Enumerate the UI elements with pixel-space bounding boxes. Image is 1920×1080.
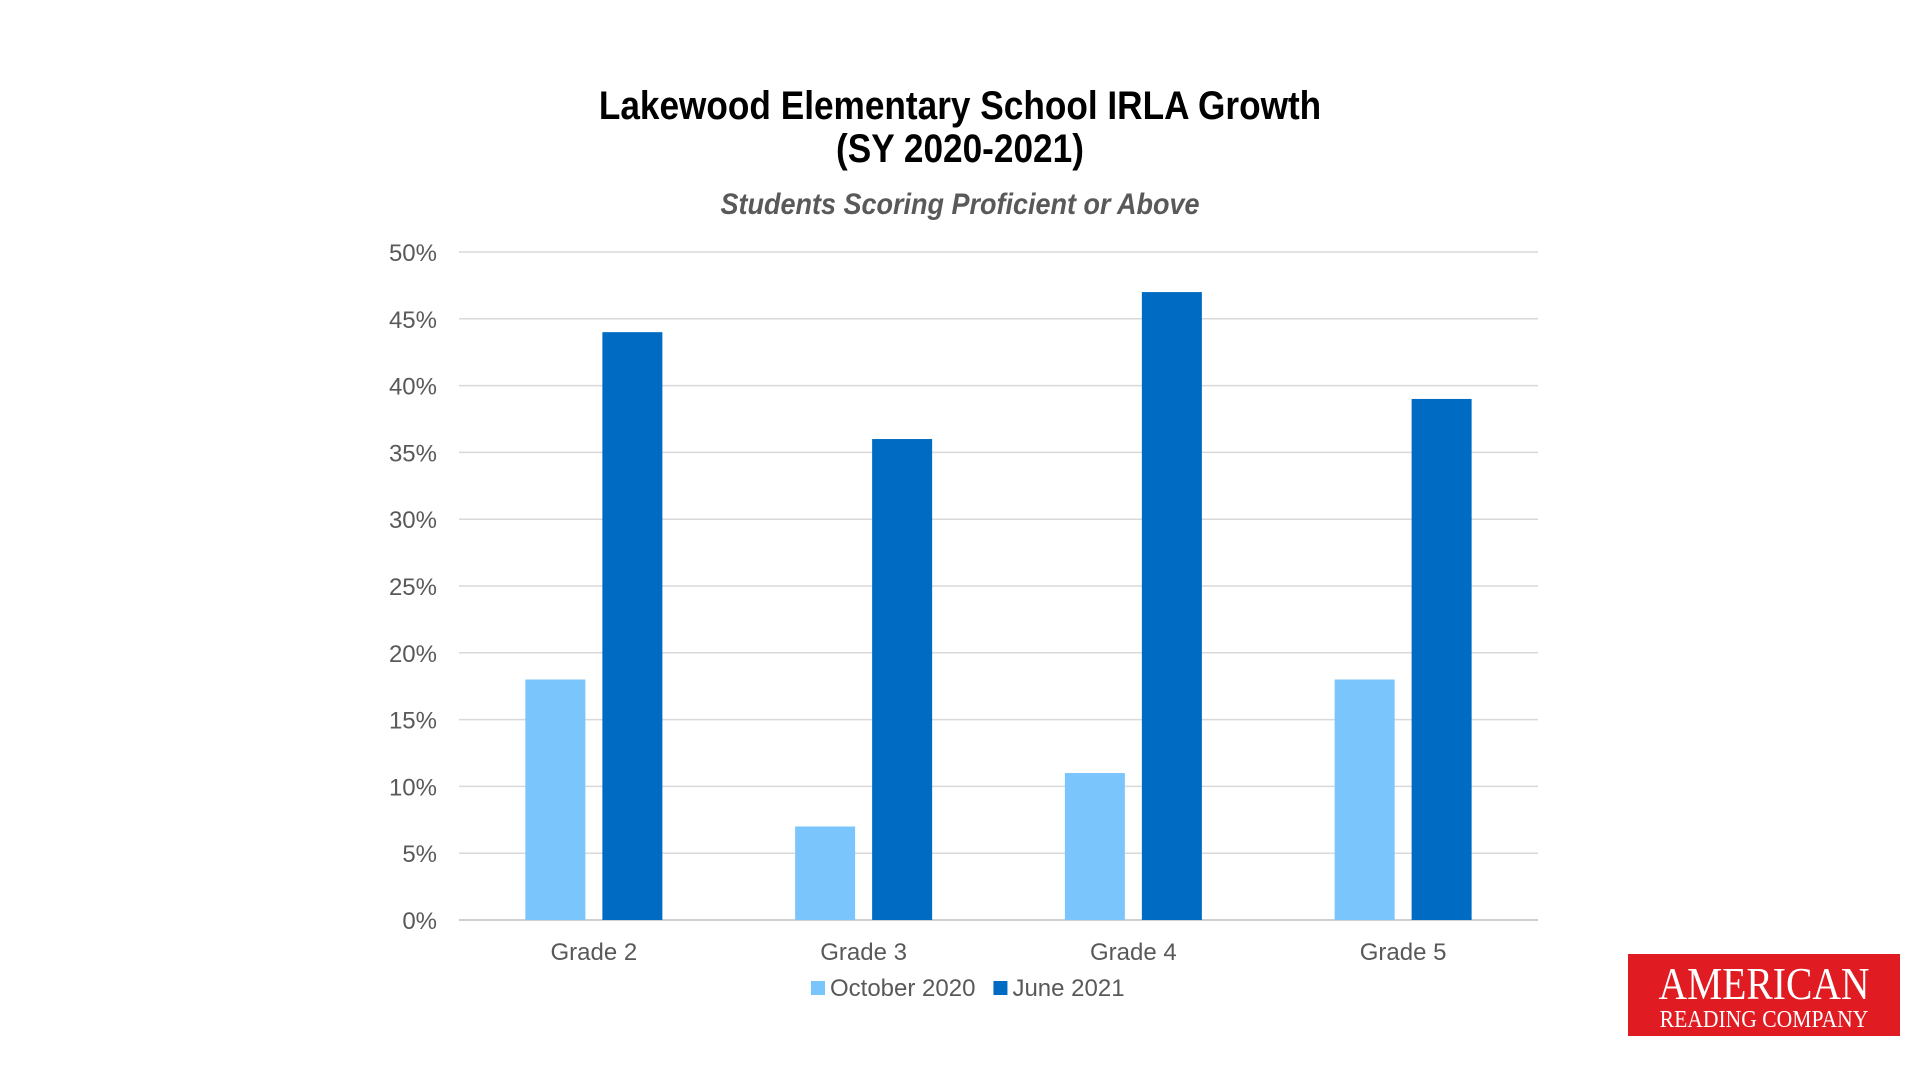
chart-subtitle: Students Scoring Proficient or Above (720, 188, 1200, 221)
y-tick-label: 30% (389, 507, 437, 534)
x-category-label: Grade 3 (820, 939, 907, 966)
bar-october-2020 (1064, 773, 1125, 920)
logo-line1: AMERICAN (1658, 958, 1870, 1009)
y-tick-label: 15% (389, 708, 437, 735)
y-tick-label: 35% (389, 440, 437, 467)
bars (525, 292, 1472, 921)
legend: October 2020 June 2021 (811, 975, 1125, 1002)
x-category-label: Grade 4 (1090, 939, 1177, 966)
bar-october-2020 (1334, 679, 1395, 920)
bar-october-2020 (525, 679, 586, 920)
logo-line2: READING COMPANY (1659, 1007, 1869, 1033)
y-tick-label: 0% (402, 908, 437, 935)
bar-june-2021 (602, 332, 663, 920)
y-tick-label: 45% (389, 307, 437, 334)
x-category-label: Grade 5 (1360, 939, 1447, 966)
bar-june-2021 (1141, 292, 1202, 921)
y-tick-label: 5% (402, 841, 437, 868)
bar-june-2021 (872, 439, 933, 920)
legend-swatch (811, 981, 825, 995)
y-tick-label: 25% (389, 574, 437, 601)
y-tick-label: 40% (389, 374, 437, 401)
legend-label: June 2021 (1012, 975, 1124, 1002)
chart-title-year: (SY 2020-2021) (836, 127, 1084, 171)
y-tick-label: 20% (389, 641, 437, 668)
axis-labels: 0% 5% 10% 15% 20% 25% 30% 35% 40% 45% 50% Grade 2 Gr… (389, 240, 1447, 966)
chart-title: Lakewood Elementary School IRLA Growth (598, 84, 1322, 128)
legend-swatch (993, 981, 1008, 995)
bar-october-2020 (795, 826, 856, 920)
y-tick-label: 10% (389, 774, 437, 801)
bar-june-2021 (1411, 398, 1472, 921)
legend-label: October 2020 (830, 975, 975, 1002)
american-reading-company-logo: AMERICAN READING COMPANY (1628, 954, 1900, 1036)
y-tick-label: 50% (389, 240, 437, 267)
x-category-label: Grade 2 (551, 939, 638, 966)
